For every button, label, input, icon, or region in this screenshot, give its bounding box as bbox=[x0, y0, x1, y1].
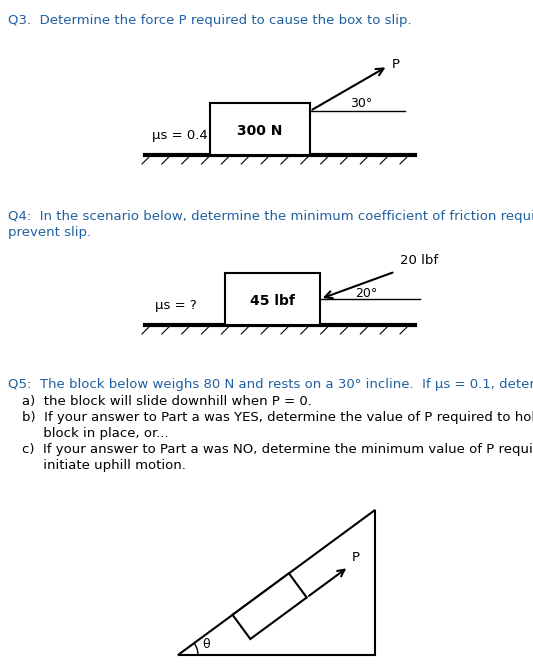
Text: prevent slip.: prevent slip. bbox=[8, 226, 91, 239]
Text: block in place, or...: block in place, or... bbox=[22, 427, 168, 440]
Text: Q4:  In the scenario below, determine the minimum coefficient of friction requir: Q4: In the scenario below, determine the… bbox=[8, 210, 533, 223]
Text: θ: θ bbox=[202, 638, 209, 651]
Text: P: P bbox=[392, 58, 400, 70]
Text: 30°: 30° bbox=[350, 97, 372, 110]
Text: μs = ?: μs = ? bbox=[155, 299, 197, 312]
Text: 45 lbf: 45 lbf bbox=[250, 294, 295, 308]
Text: Q5:  The block below weighs 80 N and rests on a 30° incline.  If μs = 0.1, deter: Q5: The block below weighs 80 N and rest… bbox=[8, 378, 533, 391]
Text: initiate uphill motion.: initiate uphill motion. bbox=[22, 459, 186, 472]
Text: P: P bbox=[352, 551, 360, 563]
Polygon shape bbox=[178, 510, 375, 655]
Text: 20 lbf: 20 lbf bbox=[400, 254, 438, 267]
Text: a)  the block will slide downhill when P = 0.: a) the block will slide downhill when P … bbox=[22, 395, 312, 408]
Text: b)  If your answer to Part a was YES, determine the value of P required to hold : b) If your answer to Part a was YES, det… bbox=[22, 411, 533, 424]
Text: c)  If your answer to Part a was NO, determine the minimum value of P required t: c) If your answer to Part a was NO, dete… bbox=[22, 443, 533, 456]
Bar bbox=[225, 273, 320, 325]
Bar bbox=[210, 103, 310, 155]
Text: 300 N: 300 N bbox=[237, 124, 282, 138]
Polygon shape bbox=[232, 574, 306, 639]
Text: μs = 0.4: μs = 0.4 bbox=[152, 129, 208, 141]
Text: Q3.  Determine the force P required to cause the box to slip.: Q3. Determine the force P required to ca… bbox=[8, 14, 411, 27]
Text: 20°: 20° bbox=[355, 287, 377, 300]
